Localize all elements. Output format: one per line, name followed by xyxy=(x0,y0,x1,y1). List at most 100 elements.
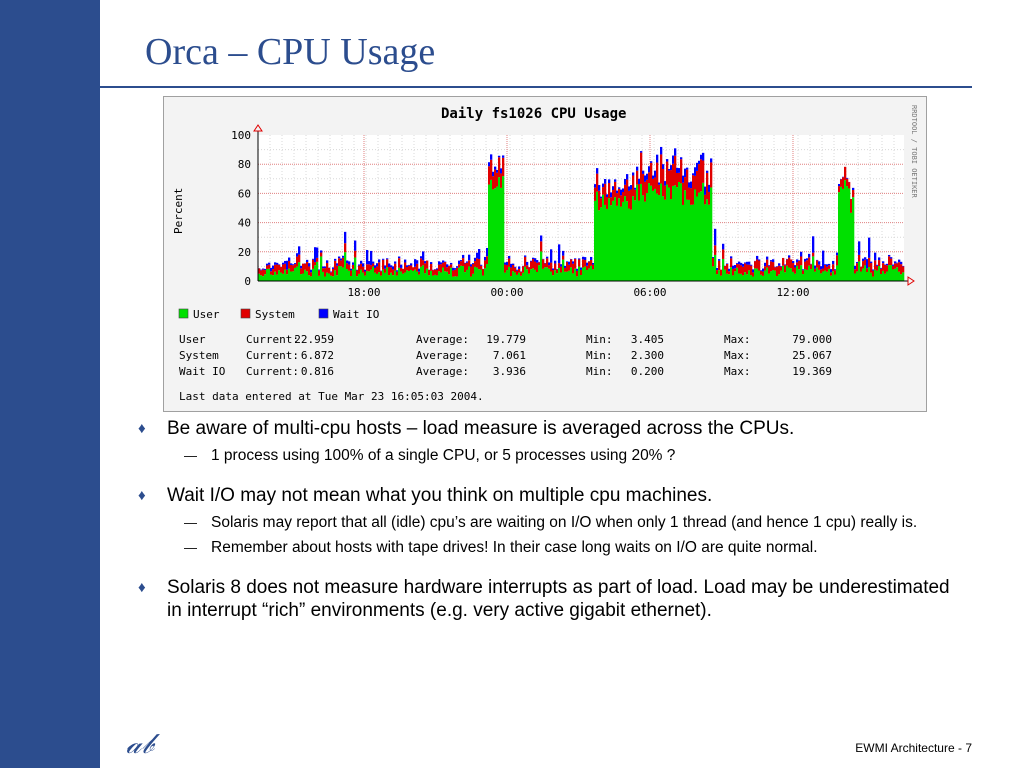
wait-io-area-bar xyxy=(546,256,549,259)
wait-io-area-bar xyxy=(830,269,833,273)
system-area-bar xyxy=(502,157,505,177)
user-area-bar xyxy=(262,276,265,281)
user-area-bar xyxy=(754,268,757,281)
wait-io-area-bar xyxy=(862,258,865,262)
system-area-bar xyxy=(660,154,663,184)
system-area-bar xyxy=(316,257,319,262)
wait-io-area-bar xyxy=(788,255,791,258)
system-area-bar xyxy=(746,264,749,275)
user-area-bar xyxy=(690,204,693,281)
system-area-bar xyxy=(262,269,265,277)
system-area-bar xyxy=(340,260,343,267)
user-area-bar xyxy=(578,266,581,281)
wait-io-area-bar xyxy=(460,260,463,262)
system-area-bar xyxy=(346,263,349,270)
bullet-text: Wait I/O may not mean what you think on … xyxy=(167,485,713,506)
wait-io-area-bar xyxy=(750,264,753,266)
system-area-bar xyxy=(634,189,637,201)
wait-io-area-bar xyxy=(668,169,671,171)
wait-io-area-bar xyxy=(410,263,413,266)
last-data-entered: Last data entered at Tue Mar 23 16:05:03… xyxy=(179,390,484,403)
user-area-bar xyxy=(356,276,359,281)
wait-io-area-bar xyxy=(358,264,361,266)
user-area-bar xyxy=(264,274,267,281)
system-area-bar xyxy=(688,187,691,200)
system-area-bar xyxy=(580,269,583,275)
user-area-bar xyxy=(302,273,305,281)
user-area-bar xyxy=(482,275,485,281)
system-area-bar xyxy=(484,260,487,269)
user-area-bar xyxy=(432,275,435,281)
system-area-bar xyxy=(606,197,609,209)
user-area-bar xyxy=(440,272,443,281)
system-area-bar xyxy=(840,179,843,187)
wait-io-area-bar xyxy=(772,259,775,263)
system-area-bar xyxy=(258,268,261,274)
wait-io-area-bar xyxy=(712,257,715,258)
user-area-bar xyxy=(540,251,543,281)
wait-io-area-bar xyxy=(610,192,613,198)
system-area-bar xyxy=(408,265,411,271)
wait-io-area-bar xyxy=(680,157,683,160)
user-area-bar xyxy=(782,265,785,281)
wait-io-area-bar xyxy=(466,261,469,263)
wait-io-area-bar xyxy=(338,256,341,259)
user-area-bar xyxy=(394,270,397,281)
wait-io-area-bar xyxy=(572,261,575,264)
user-area-bar xyxy=(380,275,383,281)
system-area-bar xyxy=(416,263,419,272)
system-area-bar xyxy=(598,190,601,211)
user-area-bar xyxy=(376,273,379,281)
system-area-bar xyxy=(268,264,271,269)
user-area-bar xyxy=(814,271,817,281)
wait-io-area-bar xyxy=(672,155,675,164)
wait-io-area-bar xyxy=(282,262,285,265)
stats-value-average: 3.936 xyxy=(493,365,526,378)
user-area-bar xyxy=(888,265,891,281)
user-area-bar xyxy=(598,210,601,281)
wait-io-area-bar xyxy=(716,267,719,271)
user-area-bar xyxy=(568,270,571,281)
user-area-bar xyxy=(778,274,781,281)
system-area-bar xyxy=(778,265,781,275)
user-area-bar xyxy=(724,269,727,281)
wait-io-area-bar xyxy=(430,262,433,265)
user-area-bar xyxy=(484,268,487,281)
wait-io-area-bar xyxy=(468,254,471,261)
system-area-bar xyxy=(592,264,595,270)
legend-label: User xyxy=(193,308,220,321)
system-area-bar xyxy=(782,257,785,266)
wait-io-area-bar xyxy=(558,244,561,264)
user-area-bar xyxy=(350,276,353,281)
user-area-bar xyxy=(636,184,639,281)
user-area-bar xyxy=(370,269,373,281)
user-area-bar xyxy=(466,269,469,281)
diamond-bullet-icon: ♦ xyxy=(138,420,146,437)
wait-io-area-bar xyxy=(684,168,687,178)
user-area-bar xyxy=(716,274,719,281)
user-area-bar xyxy=(664,199,667,281)
user-area-bar xyxy=(856,271,859,281)
system-area-bar xyxy=(358,265,361,274)
wait-io-area-bar xyxy=(826,264,829,267)
system-area-bar xyxy=(792,263,795,272)
user-area-bar xyxy=(708,204,711,281)
sub-bullet-item: — Remember about hosts with tape drives!… xyxy=(138,538,958,557)
system-area-bar xyxy=(364,271,367,276)
user-area-bar xyxy=(656,193,659,281)
system-area-bar xyxy=(862,261,865,269)
system-area-bar xyxy=(854,269,857,274)
user-area-bar xyxy=(560,272,563,281)
user-area-bar xyxy=(622,201,625,281)
user-area-bar xyxy=(318,275,321,281)
wait-io-area-bar xyxy=(660,146,663,155)
user-area-bar xyxy=(450,267,453,281)
wait-io-area-bar xyxy=(674,148,677,156)
y-axis-arrow-icon xyxy=(253,124,263,132)
wait-io-area-bar xyxy=(734,265,737,269)
wait-io-area-bar xyxy=(710,158,713,163)
system-area-bar xyxy=(530,261,533,270)
user-area-bar xyxy=(556,273,559,281)
stats-value-current: 22.959 xyxy=(294,333,334,346)
user-area-bar xyxy=(474,266,477,281)
